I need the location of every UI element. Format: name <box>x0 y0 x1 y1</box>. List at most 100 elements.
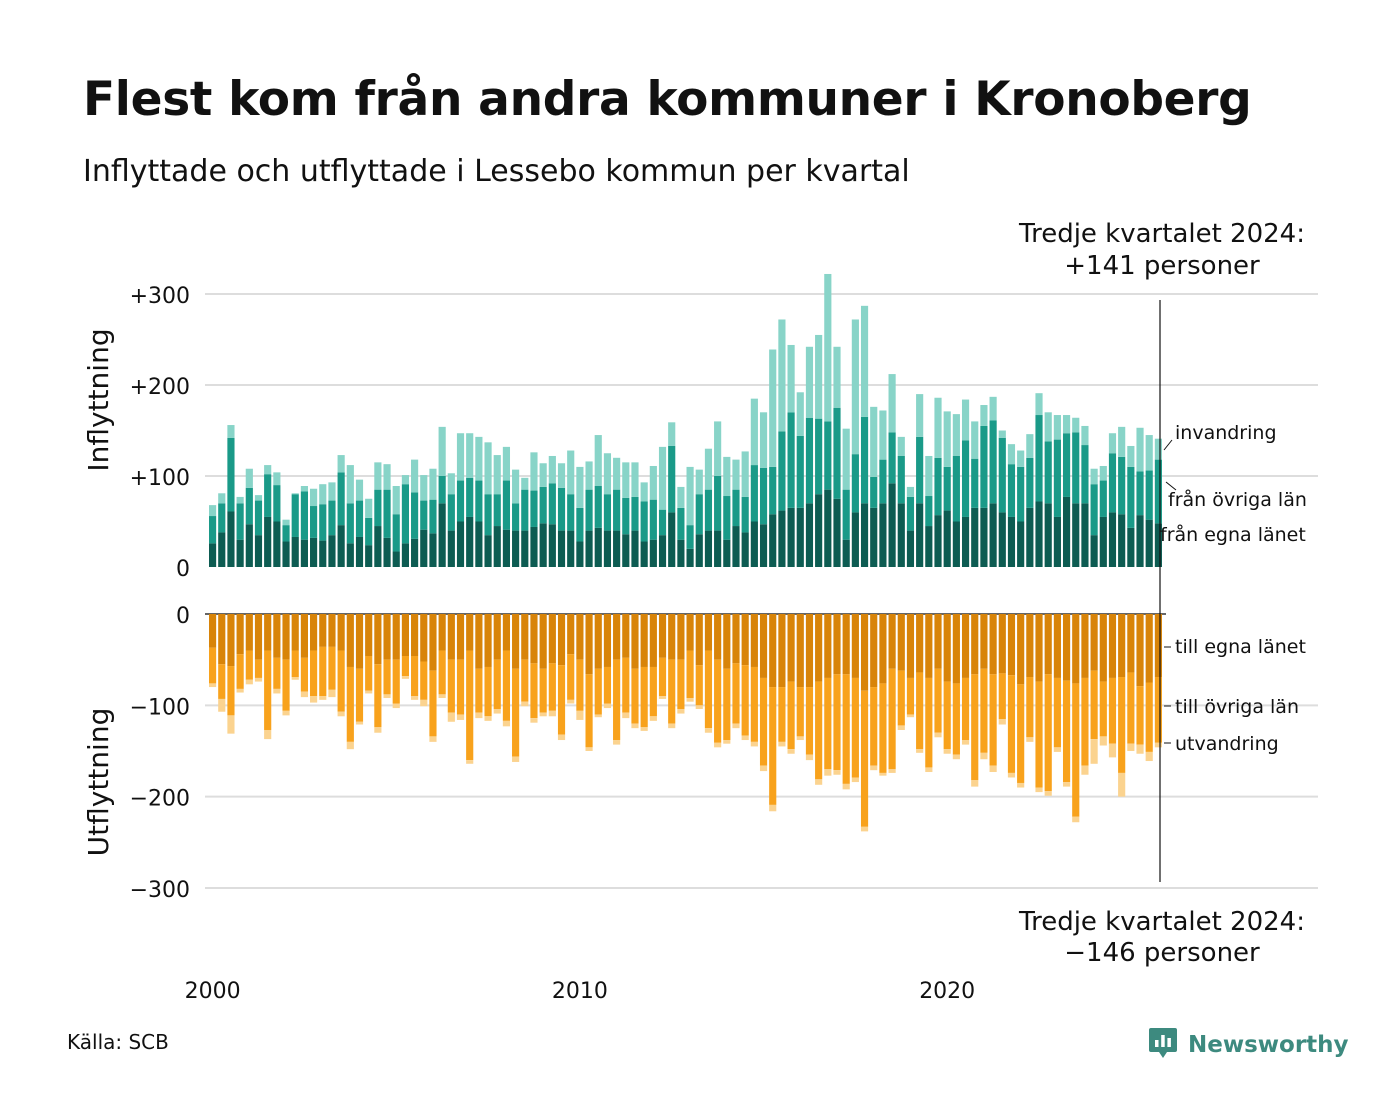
bar-out-ovriga <box>971 674 979 781</box>
bar-out-utvandring <box>328 689 336 698</box>
bar-in-invandring <box>328 482 336 501</box>
bar-in-ovriga <box>392 514 400 552</box>
bar-in-invandring <box>833 346 841 408</box>
bar-in-invandring <box>557 463 566 488</box>
y-tick-label-top: +100 <box>130 466 190 491</box>
bar-in-egna <box>1044 503 1052 567</box>
bar-in-ovriga <box>411 492 419 539</box>
bar-in-invandring <box>1154 438 1162 460</box>
bar-out-utvandring <box>879 772 887 776</box>
bar-out-utvandring <box>815 779 823 785</box>
bar-out-ovriga <box>1154 677 1162 743</box>
bar-out-ovriga <box>254 659 263 678</box>
bar-in-invandring <box>640 482 648 502</box>
bar-in-invandring <box>319 484 327 505</box>
bar-in-ovriga <box>319 504 327 541</box>
bar-in-invandring <box>1035 393 1043 416</box>
bar-out-ovriga <box>943 681 951 750</box>
bar-out-ovriga <box>759 677 768 766</box>
bar-out-egna <box>980 614 988 669</box>
bar-in-invandring <box>429 468 437 500</box>
bar-out-utvandring <box>218 698 226 712</box>
bar-out-ovriga <box>264 650 272 730</box>
bar-out-utvandring <box>824 769 832 776</box>
bar-in-invandring <box>897 436 905 456</box>
bottom-annotation-line2: −146 personer <box>1064 938 1260 968</box>
bar-out-egna <box>392 614 400 660</box>
y-tick-label-bottom: 0 <box>176 604 190 629</box>
bar-out-ovriga <box>557 665 566 735</box>
bar-in-egna <box>888 483 896 567</box>
bar-out-egna <box>658 614 667 658</box>
bar-in-invandring <box>594 435 602 487</box>
bar-in-egna <box>714 530 722 567</box>
bar-in-invandring <box>1072 417 1080 433</box>
bar-out-ovriga <box>273 657 281 689</box>
bar-out-utvandring <box>282 710 290 716</box>
brand-name: Newsworthy <box>1188 1032 1349 1058</box>
bar-in-egna <box>1026 507 1034 567</box>
bar-in-invandring <box>567 450 575 495</box>
bar-out-utvandring <box>245 679 253 685</box>
bar-in-egna <box>447 530 455 567</box>
bar-in-ovriga <box>530 490 538 527</box>
bar-out-ovriga <box>989 674 997 766</box>
bar-in-egna <box>521 530 529 567</box>
bar-in-ovriga <box>218 503 226 533</box>
bar-out-ovriga <box>502 650 511 721</box>
bar-in-egna <box>585 530 593 567</box>
bar-in-invandring <box>1136 427 1144 472</box>
bar-out-egna <box>411 614 419 657</box>
chart-subtitle: Inflyttade och utflyttade i Lessebo komm… <box>83 154 910 189</box>
bar-in-egna <box>539 523 547 567</box>
bar-in-ovriga <box>658 509 667 536</box>
bar-out-egna <box>815 614 823 682</box>
bar-in-ovriga <box>1090 484 1098 536</box>
bar-out-utvandring <box>374 727 382 733</box>
bar-in-egna <box>603 530 612 567</box>
bar-in-egna <box>649 539 657 567</box>
chart-title: Flest kom från andra kommuner i Kronober… <box>83 72 1252 127</box>
bar-out-egna <box>264 614 272 651</box>
bar-out-egna <box>1108 614 1117 678</box>
brand-logo[interactable]: Newsworthy <box>1148 1026 1349 1064</box>
bar-in-ovriga <box>493 494 501 527</box>
label-invandring: invandring <box>1175 422 1277 444</box>
bar-out-ovriga <box>787 681 795 750</box>
bar-in-egna <box>236 539 244 567</box>
bar-in-egna <box>980 507 988 567</box>
bar-in-egna <box>695 534 703 567</box>
bar-out-ovriga <box>218 664 226 699</box>
bar-out-ovriga <box>952 683 960 755</box>
bar-out-utvandring <box>1072 816 1080 823</box>
bar-out-utvandring <box>870 765 878 771</box>
bar-in-ovriga <box>695 494 703 535</box>
bar-in-ovriga <box>337 472 345 526</box>
bar-in-ovriga <box>613 489 621 531</box>
bar-in-invandring <box>824 273 832 422</box>
bar-in-ovriga <box>291 494 299 537</box>
bar-out-ovriga <box>1026 677 1034 738</box>
bar-in-ovriga <box>401 484 409 544</box>
bar-in-egna <box>1145 519 1153 567</box>
bar-out-ovriga <box>466 650 474 761</box>
bar-out-ovriga <box>824 677 832 770</box>
bar-out-utvandring <box>778 741 786 747</box>
bar-out-egna <box>989 614 997 675</box>
bar-in-ovriga <box>980 425 988 508</box>
bar-in-invandring <box>695 469 703 495</box>
bar-in-invandring <box>227 425 235 438</box>
bar-in-ovriga <box>466 477 474 517</box>
bar-out-utvandring <box>649 716 657 721</box>
bar-out-ovriga <box>842 674 850 784</box>
bar-out-utvandring <box>796 736 804 741</box>
bar-out-utvandring <box>723 740 731 744</box>
bar-out-utvandring <box>952 754 960 760</box>
bar-in-ovriga <box>833 407 841 499</box>
bar-out-egna <box>447 614 455 660</box>
bar-out-ovriga <box>906 677 915 715</box>
bar-in-egna <box>466 516 474 567</box>
bar-out-egna <box>925 614 933 678</box>
bar-in-ovriga <box>1072 432 1080 504</box>
bar-in-invandring <box>1118 426 1126 457</box>
